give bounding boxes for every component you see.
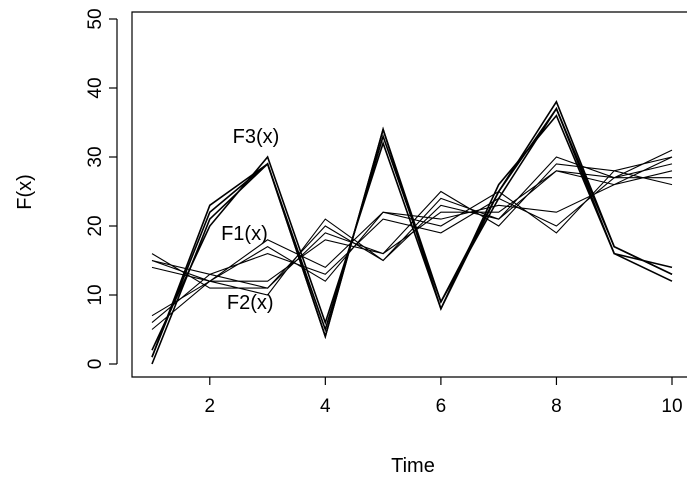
annotation-f1x: F1(x) (221, 223, 268, 245)
y-axis-title: F(x) (14, 174, 36, 210)
y-tick-label: 10 (85, 284, 106, 305)
series-line-f2-10 (151, 156, 673, 282)
x-tick-label: 8 (551, 396, 562, 417)
series-line-f2-8 (151, 156, 673, 289)
series-line-f1-6 (151, 170, 673, 330)
annotation-layer: F3(x) F1(x) F2(x) (221, 126, 279, 314)
x-axis-title: Time (391, 455, 435, 477)
annotation-f3x: F3(x) (233, 126, 280, 148)
annotation-f2x: F2(x) (227, 292, 274, 314)
y-tick-label: 30 (85, 146, 106, 167)
x-tick-label: 6 (436, 396, 447, 417)
series-layer (151, 100, 673, 365)
x-tick-label: 10 (661, 396, 682, 417)
y-tick-label: 0 (85, 359, 106, 370)
y-tick-label: 40 (85, 77, 106, 98)
y-tick-label: 50 (85, 8, 106, 29)
y-tick-label: 20 (85, 215, 106, 236)
x-tick-label: 4 (320, 396, 331, 417)
axis-layer: 2 4 6 8 10 0 10 20 30 40 50 (85, 8, 687, 417)
series-line-f1-5 (151, 177, 672, 324)
plot-frame (131, 11, 687, 378)
x-tick-label: 2 (204, 396, 215, 417)
